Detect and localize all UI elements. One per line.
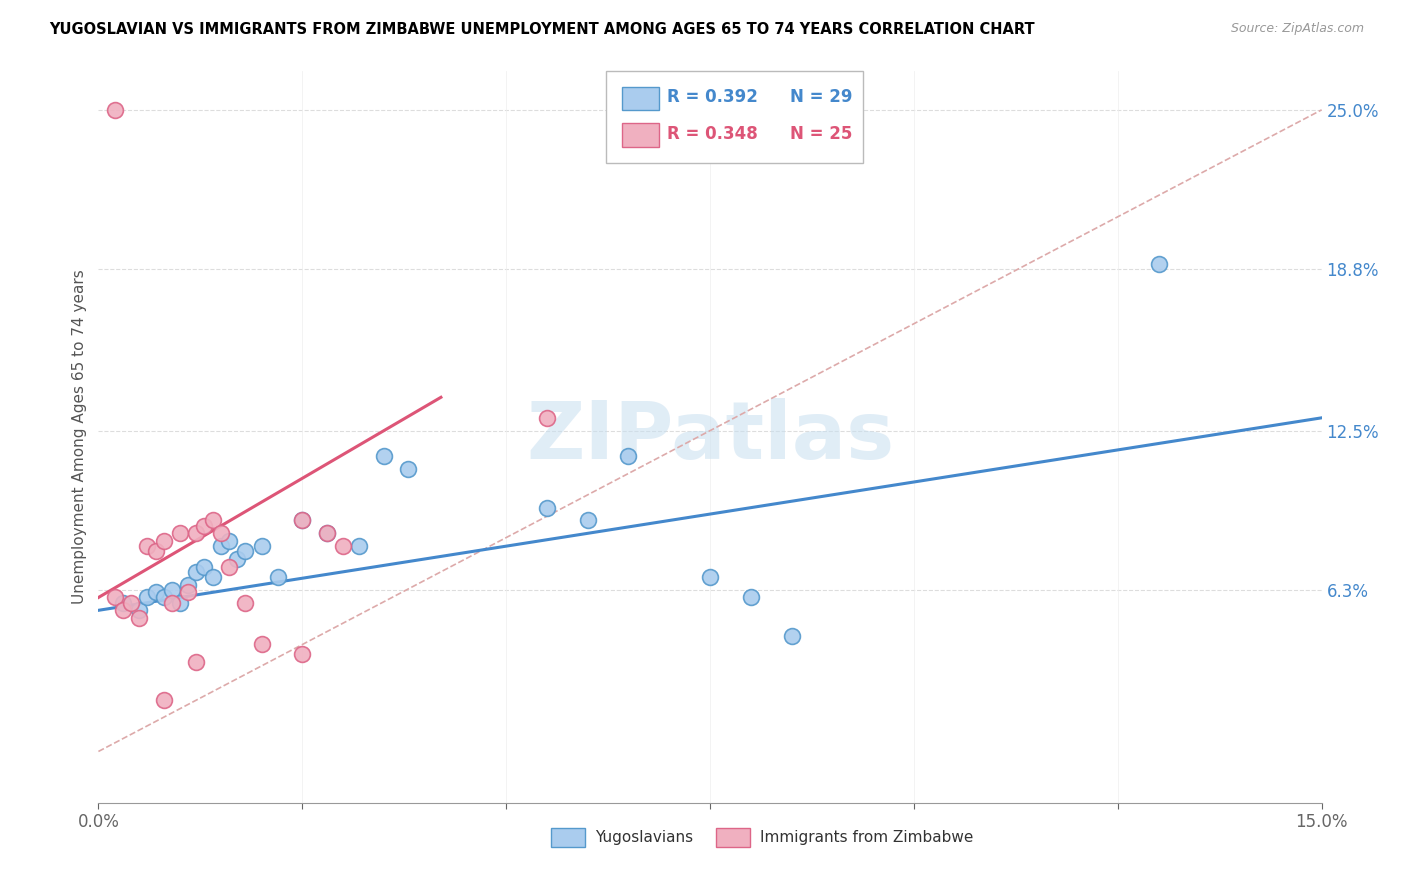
Point: [169, 526, 191, 541]
Point: [160, 596, 183, 610]
Point: [104, 103, 127, 117]
Point: [536, 410, 558, 425]
Point: [218, 559, 240, 574]
Point: [291, 514, 314, 528]
Point: [780, 629, 803, 643]
Point: [218, 534, 240, 549]
Y-axis label: Unemployment Among Ages 65 to 74 years: Unemployment Among Ages 65 to 74 years: [72, 269, 87, 605]
Point: [209, 539, 232, 553]
Point: [186, 565, 208, 579]
Text: N = 25: N = 25: [790, 125, 852, 143]
Text: Source: ZipAtlas.com: Source: ZipAtlas.com: [1230, 22, 1364, 36]
Point: [267, 570, 290, 584]
Point: [250, 637, 273, 651]
Point: [128, 611, 150, 625]
Point: [128, 603, 150, 617]
Text: ZIPatlas: ZIPatlas: [526, 398, 894, 476]
Text: R = 0.348: R = 0.348: [668, 125, 758, 143]
FancyBboxPatch shape: [621, 87, 658, 110]
Point: [332, 539, 354, 553]
Point: [160, 582, 183, 597]
Point: [193, 518, 215, 533]
Point: [136, 591, 159, 605]
Point: [250, 539, 273, 553]
Point: [349, 539, 371, 553]
Point: [152, 591, 174, 605]
Point: [104, 591, 127, 605]
Point: [617, 450, 640, 464]
Point: [740, 591, 762, 605]
Text: YUGOSLAVIAN VS IMMIGRANTS FROM ZIMBABWE UNEMPLOYMENT AMONG AGES 65 TO 74 YEARS C: YUGOSLAVIAN VS IMMIGRANTS FROM ZIMBABWE …: [49, 22, 1035, 37]
Point: [536, 500, 558, 515]
Text: N = 29: N = 29: [790, 88, 852, 106]
Point: [145, 585, 167, 599]
Point: [177, 577, 200, 591]
Point: [169, 596, 191, 610]
Point: [226, 552, 249, 566]
Point: [1147, 257, 1170, 271]
Point: [576, 514, 599, 528]
Point: [233, 544, 256, 558]
Point: [396, 462, 419, 476]
Point: [111, 596, 134, 610]
Point: [233, 596, 256, 610]
Text: R = 0.392: R = 0.392: [668, 88, 758, 106]
Point: [315, 526, 337, 541]
FancyBboxPatch shape: [621, 123, 658, 146]
Point: [136, 539, 159, 553]
Point: [177, 585, 200, 599]
Point: [699, 570, 721, 584]
Point: [201, 514, 224, 528]
Point: [152, 693, 174, 707]
Point: [145, 544, 167, 558]
Point: [373, 450, 395, 464]
Point: [209, 526, 232, 541]
Point: [186, 526, 208, 541]
Point: [315, 526, 337, 541]
Point: [291, 514, 314, 528]
Text: Immigrants from Zimbabwe: Immigrants from Zimbabwe: [761, 830, 973, 846]
Point: [152, 534, 174, 549]
Point: [120, 596, 142, 610]
Point: [291, 647, 314, 661]
FancyBboxPatch shape: [606, 71, 863, 163]
FancyBboxPatch shape: [716, 829, 751, 847]
Point: [193, 559, 215, 574]
FancyBboxPatch shape: [551, 829, 585, 847]
Point: [201, 570, 224, 584]
Point: [186, 655, 208, 669]
Point: [111, 603, 134, 617]
Text: Yugoslavians: Yugoslavians: [595, 830, 693, 846]
